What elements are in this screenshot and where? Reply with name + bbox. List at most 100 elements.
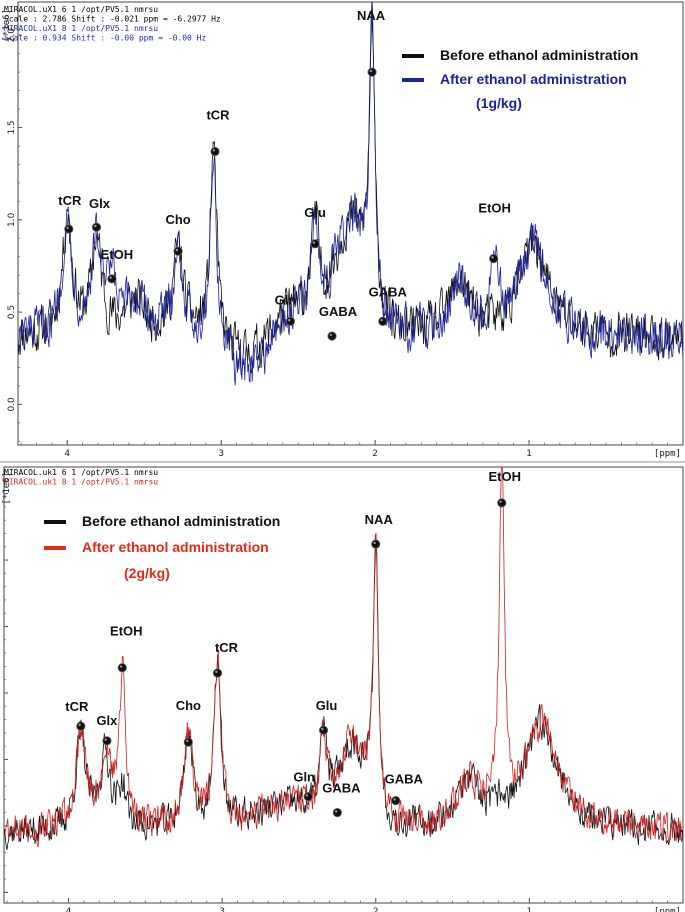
y-tick-label: 2.0: [7, 28, 17, 43]
peak-marker-highlight: [373, 541, 376, 545]
peak-marker: [76, 721, 86, 731]
file-header-line: MIRACOL.uX1 8 1 /opt/PV5.1 nmrsu: [4, 24, 158, 33]
peak-marker: [285, 316, 296, 326]
peak-marker: [489, 253, 499, 264]
peak-label: Gln: [275, 292, 297, 307]
y-tick-label: 2.5: [0, 553, 3, 567]
y-axis-unit-label: [*1e6]: [2, 9, 12, 42]
legend-swatch: [402, 54, 424, 58]
peak-marker-highlight: [321, 727, 324, 731]
y-axis-unit-label: [*1e6]: [2, 472, 12, 505]
peak-label: EtOH: [478, 201, 511, 216]
peak-marker: [391, 796, 401, 806]
legend-swatch: [44, 546, 66, 550]
peak-marker: [212, 668, 223, 678]
x-tick-label: 1: [526, 449, 532, 459]
peak-label: EtOH: [101, 247, 134, 262]
y-tick-label: 0.0: [7, 397, 17, 412]
legend-swatch: [44, 520, 66, 524]
y-tick-label: 0.5: [7, 305, 17, 319]
spectrum-panel-2g: MIRACOL.uk1 6 1 /opt/PV5.1 nmrsu MIRACOL.…: [0, 463, 685, 912]
series-trace-after: [4, 467, 683, 848]
y-tick-label: 1.0: [7, 212, 17, 227]
peak-marker-highlight: [499, 500, 502, 503]
peak-label: GABA: [322, 781, 361, 796]
peak-marker: [327, 331, 337, 341]
x-tick-label: 2: [372, 449, 378, 459]
peak-label: EtOH: [110, 624, 143, 639]
x-tick-label: 1: [527, 907, 533, 912]
peak-label: Cho: [165, 212, 190, 227]
peak-label: Glx: [89, 196, 111, 211]
peak-marker: [318, 725, 329, 735]
peak-marker: [310, 239, 320, 249]
y-tick-label: 2.0: [0, 619, 3, 634]
peak-label: Glu: [304, 205, 326, 220]
peak-marker: [183, 737, 193, 747]
peak-marker: [173, 246, 183, 256]
peak-marker: [371, 539, 381, 549]
plot-frame: [17, 1, 684, 446]
file-header-line: MIRACOL.uk1 6 1 /opt/PV5.1 nmrsu: [4, 468, 158, 477]
peak-marker-highlight: [380, 318, 383, 322]
file-header-line: Scale : 2.786 Shift : -0.021 ppm = -6.29…: [4, 15, 221, 24]
peak-label: NAA: [357, 8, 386, 23]
peak-marker-highlight: [119, 665, 123, 668]
peak-marker: [107, 274, 117, 284]
peak-marker-highlight: [104, 738, 107, 741]
peak-marker-highlight: [78, 723, 81, 727]
peak-label: EtOH: [488, 469, 521, 484]
peak-label: Glu: [316, 698, 338, 713]
peak-marker-highlight: [288, 318, 291, 322]
peak-marker-highlight: [215, 670, 218, 674]
y-tick-label: 1.5: [7, 120, 17, 134]
peak-marker-highlight: [369, 69, 373, 73]
legend-label: After ethanol administration: [82, 539, 269, 555]
legend-swatch: [402, 78, 424, 82]
peak-marker: [367, 67, 377, 77]
peak-marker: [378, 316, 388, 326]
peak-marker: [91, 222, 102, 232]
peak-marker: [117, 663, 127, 673]
x-tick-label: 3: [219, 907, 225, 912]
y-tick-label: 1.0: [0, 752, 3, 767]
peak-label: Gln: [293, 770, 315, 785]
file-header-line: MIRACOL.uk1 8 1 /opt/PV5.1 nmrsu: [4, 478, 158, 487]
legend-label: Before ethanol administration: [440, 47, 638, 63]
x-axis-unit-label: [ppm]: [654, 449, 681, 459]
legend-label: After ethanol administration: [440, 71, 627, 87]
panel-divider: [0, 461, 685, 463]
peak-label: Glx: [96, 713, 118, 728]
y-tick-label: 0.0: [0, 885, 3, 900]
peak-label: Cho: [176, 698, 201, 713]
plot-frame: [3, 466, 684, 904]
x-tick-label: 4: [66, 907, 72, 912]
legend-dose-label: (2g/kg): [124, 565, 170, 581]
y-tick-label: 0.5: [0, 819, 3, 833]
peak-marker: [210, 146, 220, 157]
peak-marker: [64, 224, 74, 234]
peak-label: tCR: [58, 193, 82, 208]
peak-marker-highlight: [305, 794, 309, 797]
peak-marker: [497, 498, 507, 508]
peak-marker: [303, 792, 313, 802]
peak-marker-highlight: [175, 248, 179, 252]
file-header-line: MIRACOL.uX1 6 1 /opt/PV5.1 nmrsu: [4, 5, 158, 14]
peak-marker-highlight: [66, 226, 69, 230]
peak-marker-highlight: [109, 276, 112, 279]
peak-label: NAA: [365, 512, 394, 527]
x-tick-label: 4: [64, 449, 70, 459]
peak-label: tCR: [65, 699, 89, 714]
spectrum-chart-2g: MIRACOL.uk1 6 1 /opt/PV5.1 nmrsuMIRACOL.…: [0, 466, 684, 912]
peak-marker-highlight: [185, 739, 189, 743]
peak-label: tCR: [206, 108, 230, 123]
peak-marker-highlight: [94, 224, 97, 228]
peak-marker-highlight: [329, 333, 333, 337]
legend-dose-label: (1g/kg): [476, 95, 522, 111]
peak-label: tCR: [215, 640, 239, 655]
x-axis-unit-label: [ppm]: [654, 907, 681, 912]
peak-marker: [102, 736, 112, 746]
spectrum-panel-1g: MIRACOL.uX1 6 1 /opt/PV5.1 nmrsu Scale : …: [2, 1, 684, 459]
peak-marker-highlight: [491, 256, 494, 259]
